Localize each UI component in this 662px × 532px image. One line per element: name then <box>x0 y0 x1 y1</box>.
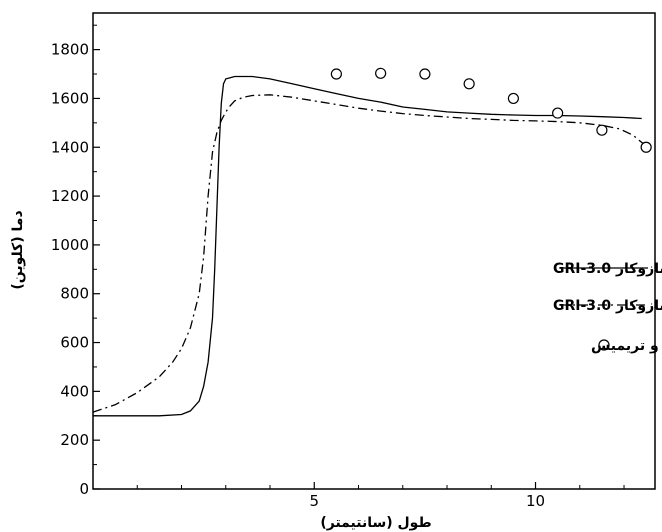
series-line-solid-temperature <box>92 94 652 413</box>
legend-label-solid: دمای جامد از سازوکار GRI-3.0 <box>553 298 662 314</box>
x-tick-label: 5 <box>309 492 319 510</box>
y-tick-label: 400 <box>60 382 89 400</box>
series-line-gas-temperature <box>93 75 642 417</box>
x-tick-label: 10 <box>526 492 545 510</box>
y-tick-label: 1800 <box>51 41 89 59</box>
data-point-marker <box>507 92 519 105</box>
y-tick-label: 1400 <box>51 138 89 156</box>
legend: دمای گاز از سازوکار GRI-3.0 دمای جامد از … <box>553 260 662 354</box>
y-tick-label: 0 <box>79 480 89 498</box>
series-layer <box>92 67 652 417</box>
data-point-marker <box>596 124 608 136</box>
data-point-marker <box>463 78 475 90</box>
y-tick-label: 800 <box>60 285 89 303</box>
data-point-marker <box>640 141 652 153</box>
y-tick-label: 200 <box>60 431 89 449</box>
y-tick-label: 600 <box>60 334 89 352</box>
plot-frame <box>92 12 656 490</box>
legend-label-experimental: نتایج آزمایشگاهی توسط دراست و تریمیس <box>591 336 662 354</box>
ticks-layer: 0 200 400 600 800 1000 1200 1400 1600 1800 5 10 <box>51 24 625 510</box>
y-tick-label: 1000 <box>51 236 89 254</box>
data-point-marker <box>552 107 564 119</box>
legend-marker-experimental <box>598 339 610 351</box>
legend-label-gas: دمای گاز از سازوکار GRI-3.0 <box>553 260 662 277</box>
x-axis-title: طول (سانتیمتر) <box>320 515 431 531</box>
y-tick-label: 1600 <box>51 89 89 107</box>
data-point-marker <box>330 68 342 80</box>
plot-border <box>92 12 656 490</box>
y-axis-title: دما (کلوین) <box>10 210 26 289</box>
y-tick-label: 1200 <box>51 187 89 205</box>
data-point-marker <box>375 67 387 79</box>
data-point-marker <box>419 68 431 80</box>
